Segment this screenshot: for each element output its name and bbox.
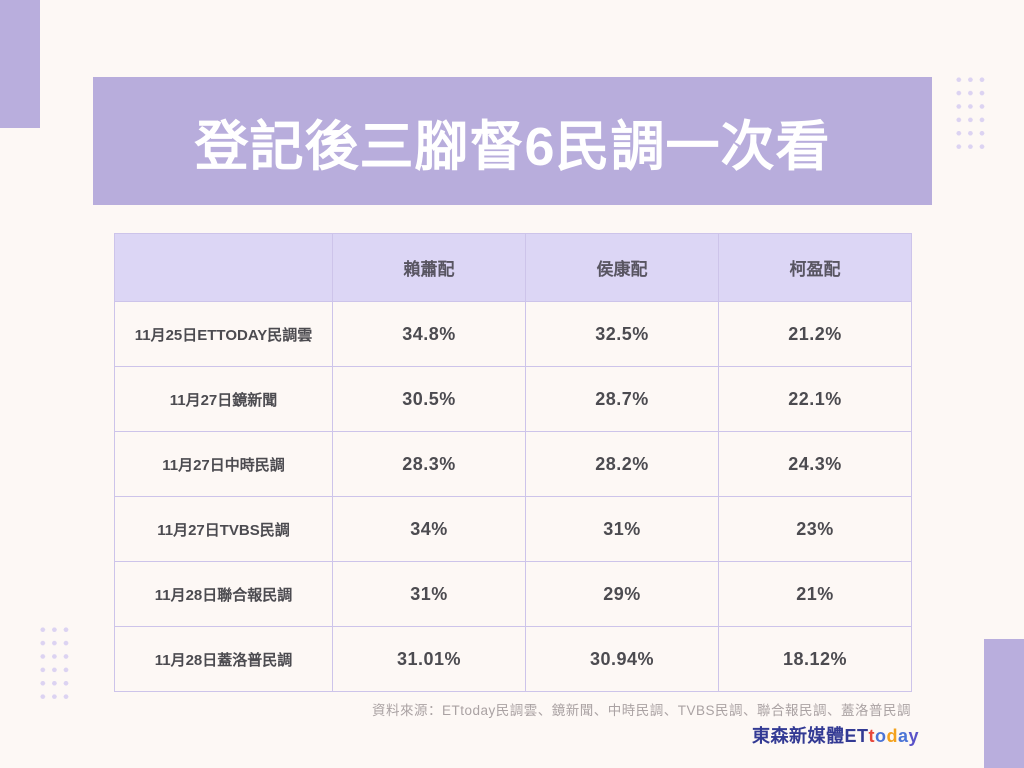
poll-name-cell: 11月28日聯合報民調 — [114, 561, 333, 627]
poll-value-cell: 28.7% — [525, 366, 719, 432]
dot-grid-decoration-top-right — [951, 71, 987, 153]
poll-name-cell: 11月27日TVBS民調 — [114, 496, 333, 562]
poll-value-cell: 21.2% — [718, 301, 912, 367]
poll-value-cell: 22.1% — [718, 366, 912, 432]
poll-value-cell: 34.8% — [332, 301, 526, 367]
corner-block-top-left — [0, 0, 40, 128]
table-row: 11月25日ETTODAY民調雲 34.8% 32.5% 21.2% — [114, 301, 912, 367]
header-cell-candidate-1: 賴蕭配 — [332, 233, 526, 302]
logo-segment: o — [874, 726, 887, 746]
table-row: 11月28日聯合報民調 31% 29% 21% — [114, 561, 912, 627]
poll-value-cell: 34% — [332, 496, 526, 562]
header-cell-empty — [114, 233, 333, 302]
poll-value-cell: 28.2% — [525, 431, 719, 497]
page-title: 登記後三腳督6民調一次看 — [194, 116, 831, 177]
poll-name-cell: 11月27日鏡新聞 — [114, 366, 333, 432]
poll-results-table: 賴蕭配 侯康配 柯盈配 11月25日ETTODAY民調雲 34.8% 32.5%… — [114, 233, 912, 692]
logo-segment: 東森新媒體ET — [751, 726, 869, 746]
header-cell-candidate-3: 柯盈配 — [718, 233, 912, 302]
dot-grid-decoration-bottom-left — [35, 621, 71, 703]
poll-value-cell: 28.3% — [332, 431, 526, 497]
poll-name-cell: 11月27日中時民調 — [114, 431, 333, 497]
table-row: 11月27日中時民調 28.3% 28.2% 24.3% — [114, 431, 912, 497]
poll-value-cell: 21% — [718, 561, 912, 627]
poll-value-cell: 29% — [525, 561, 719, 627]
logo-segment: a — [897, 726, 909, 746]
table-row: 11月27日TVBS民調 34% 31% 23% — [114, 496, 912, 562]
header-cell-candidate-2: 侯康配 — [525, 233, 719, 302]
ettoday-brand-logo: 東森新媒體ETtoday — [752, 722, 919, 748]
logo-segment: d — [886, 726, 898, 746]
table-row: 11月28日蓋洛普民調 31.01% 30.94% 18.12% — [114, 626, 912, 692]
poll-value-cell: 32.5% — [525, 301, 719, 367]
poll-value-cell: 31.01% — [332, 626, 526, 692]
poll-name-cell: 11月25日ETTODAY民調雲 — [114, 301, 333, 367]
table-header-row: 賴蕭配 侯康配 柯盈配 — [114, 233, 912, 302]
poll-value-cell: 31% — [525, 496, 719, 562]
logo-segment: y — [908, 726, 919, 746]
poll-value-cell: 23% — [718, 496, 912, 562]
poll-value-cell: 30.5% — [332, 366, 526, 432]
title-banner: 登記後三腳督6民調一次看 — [93, 77, 932, 205]
poll-value-cell: 18.12% — [718, 626, 912, 692]
poll-value-cell: 30.94% — [525, 626, 719, 692]
poll-value-cell: 24.3% — [718, 431, 912, 497]
table-row: 11月27日鏡新聞 30.5% 28.7% 22.1% — [114, 366, 912, 432]
data-source-note: 資料來源：ETtoday民調雲、鏡新聞、中時民調、TVBS民調、聯合報民調、蓋洛… — [371, 703, 911, 718]
corner-block-bottom-right — [984, 639, 1024, 768]
poll-value-cell: 31% — [332, 561, 526, 627]
poll-name-cell: 11月28日蓋洛普民調 — [114, 626, 333, 692]
logo-segment: t — [868, 726, 875, 746]
